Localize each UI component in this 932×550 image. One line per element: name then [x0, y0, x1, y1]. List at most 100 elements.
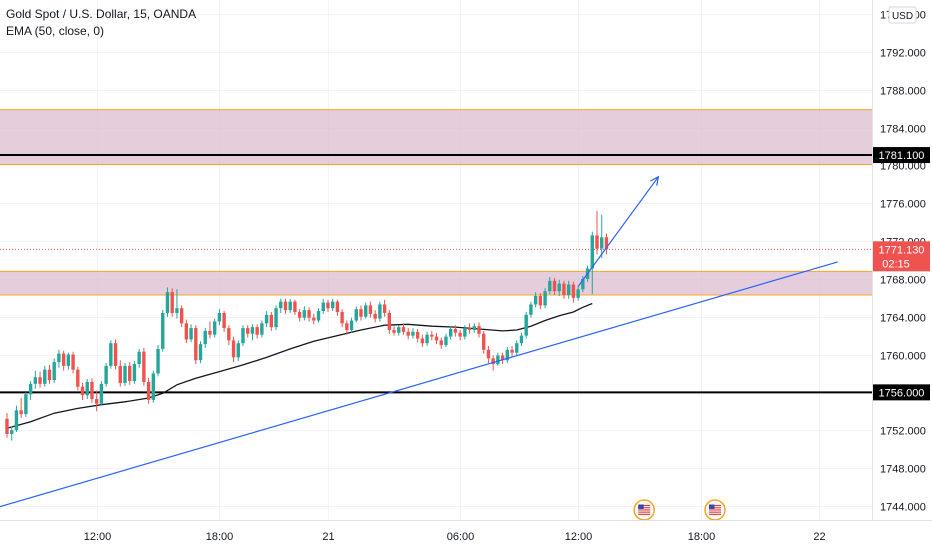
price-tick-label: 1768.000 — [880, 275, 926, 287]
bar-countdown: 02:15 — [882, 258, 910, 270]
candle-body — [236, 343, 240, 358]
candle-body — [326, 302, 330, 309]
flag-stripe — [638, 513, 651, 515]
price-tag-value: 1756.000 — [879, 387, 925, 399]
candle-body — [61, 353, 66, 366]
candle-body — [543, 291, 547, 306]
candle-body — [425, 334, 429, 344]
candle-body — [19, 410, 23, 415]
price-tick-label: 1776.000 — [880, 199, 926, 211]
price-tick-label: 1748.000 — [880, 464, 926, 476]
candle-body — [43, 369, 47, 384]
indicator-title[interactable]: EMA (50, close, 0) — [6, 24, 105, 38]
candle-body — [151, 373, 156, 400]
candle-body — [307, 310, 311, 318]
time-tick-label: 18:00 — [688, 531, 716, 543]
price-tick-label: 1760.000 — [880, 351, 926, 363]
candle-body — [472, 326, 476, 330]
symbol-title[interactable]: Gold Spot / U.S. Dollar, 15, OANDA — [6, 7, 197, 21]
candle-body — [260, 323, 264, 335]
candle-body — [434, 336, 439, 341]
arrow-drawing[interactable] — [577, 175, 660, 287]
supply-demand-zones — [0, 109, 872, 296]
candle-body — [496, 355, 500, 364]
candle-body — [552, 280, 557, 292]
candle-body — [175, 308, 179, 313]
candle-body — [246, 328, 250, 334]
candle-body — [128, 365, 132, 382]
candle-body — [562, 283, 566, 295]
price-tick-label: 1764.000 — [880, 313, 926, 325]
candle-body — [312, 317, 316, 321]
candle-body — [194, 328, 198, 361]
candle-body — [595, 235, 599, 249]
flag-stripe — [709, 507, 721, 509]
candle-body — [458, 332, 462, 337]
candle-body — [316, 311, 321, 321]
candle-body — [24, 394, 28, 415]
us-flag-icon[interactable] — [704, 499, 726, 521]
time-tick-label: 21 — [322, 531, 334, 543]
price-tick-label: 1780.000 — [880, 161, 926, 173]
candle-body — [14, 410, 19, 431]
candle-body — [161, 312, 165, 349]
flag-stripe — [638, 511, 651, 513]
candle-body — [491, 358, 495, 364]
candle-body — [524, 314, 528, 336]
candle-body — [297, 312, 302, 318]
candles — [5, 210, 609, 441]
candle-body — [463, 328, 467, 337]
candle-body — [94, 398, 99, 404]
price-tag-value: 1781.100 — [879, 150, 925, 162]
candle-body — [406, 331, 410, 336]
candle-body — [392, 329, 396, 333]
trendline[interactable] — [0, 261, 838, 512]
chart-legend: Gold Spot / U.S. Dollar, 15, OANDA EMA (… — [6, 6, 196, 40]
us-flag-icon[interactable] — [633, 499, 655, 521]
time-axis[interactable]: 12:00 18:00 21 06:00 12:00 18:00 22 — [84, 531, 826, 543]
candle-body — [364, 305, 368, 317]
candle-body — [203, 330, 207, 345]
currency-button[interactable]: USD — [888, 6, 917, 24]
candle-body — [397, 327, 401, 333]
candle-body — [486, 349, 491, 359]
candle-body — [90, 381, 94, 399]
candle-body — [283, 301, 288, 311]
candle-body — [430, 334, 434, 337]
price-tag: 1771.130 02:15 — [873, 241, 930, 272]
candle-body — [28, 383, 33, 395]
candle-body — [198, 344, 203, 361]
candle-body — [382, 304, 387, 313]
price-tag-value: 1771.130 — [879, 244, 925, 256]
candle-body — [227, 328, 231, 341]
candle-body — [378, 304, 382, 319]
candle-body — [142, 351, 146, 382]
candle-body — [604, 237, 609, 250]
candle-body — [349, 320, 354, 330]
candle-body — [184, 323, 189, 340]
candle-body — [448, 329, 453, 337]
candle-body — [279, 301, 283, 309]
candle-body — [156, 348, 160, 374]
candle-body — [368, 305, 373, 314]
candle-body — [571, 284, 576, 298]
candle-body — [85, 381, 89, 396]
candle-body — [208, 330, 212, 335]
time-tick-label: 12:00 — [84, 531, 112, 543]
flag-canton — [709, 504, 715, 509]
flag-stripe — [638, 507, 651, 509]
candle-body — [477, 326, 481, 334]
candle-body — [66, 354, 71, 366]
horizontal-levels — [0, 154, 872, 394]
candle-body — [170, 292, 174, 313]
candle-body — [600, 237, 604, 249]
flag-stripe — [709, 505, 721, 507]
candle-body — [439, 340, 443, 346]
event-markers[interactable] — [633, 499, 726, 521]
candle-body — [529, 304, 533, 315]
candle-body — [132, 364, 137, 382]
price-tick-label: 1752.000 — [880, 426, 926, 438]
time-tick-label: 12:00 — [565, 531, 593, 543]
candle-body — [420, 338, 425, 344]
